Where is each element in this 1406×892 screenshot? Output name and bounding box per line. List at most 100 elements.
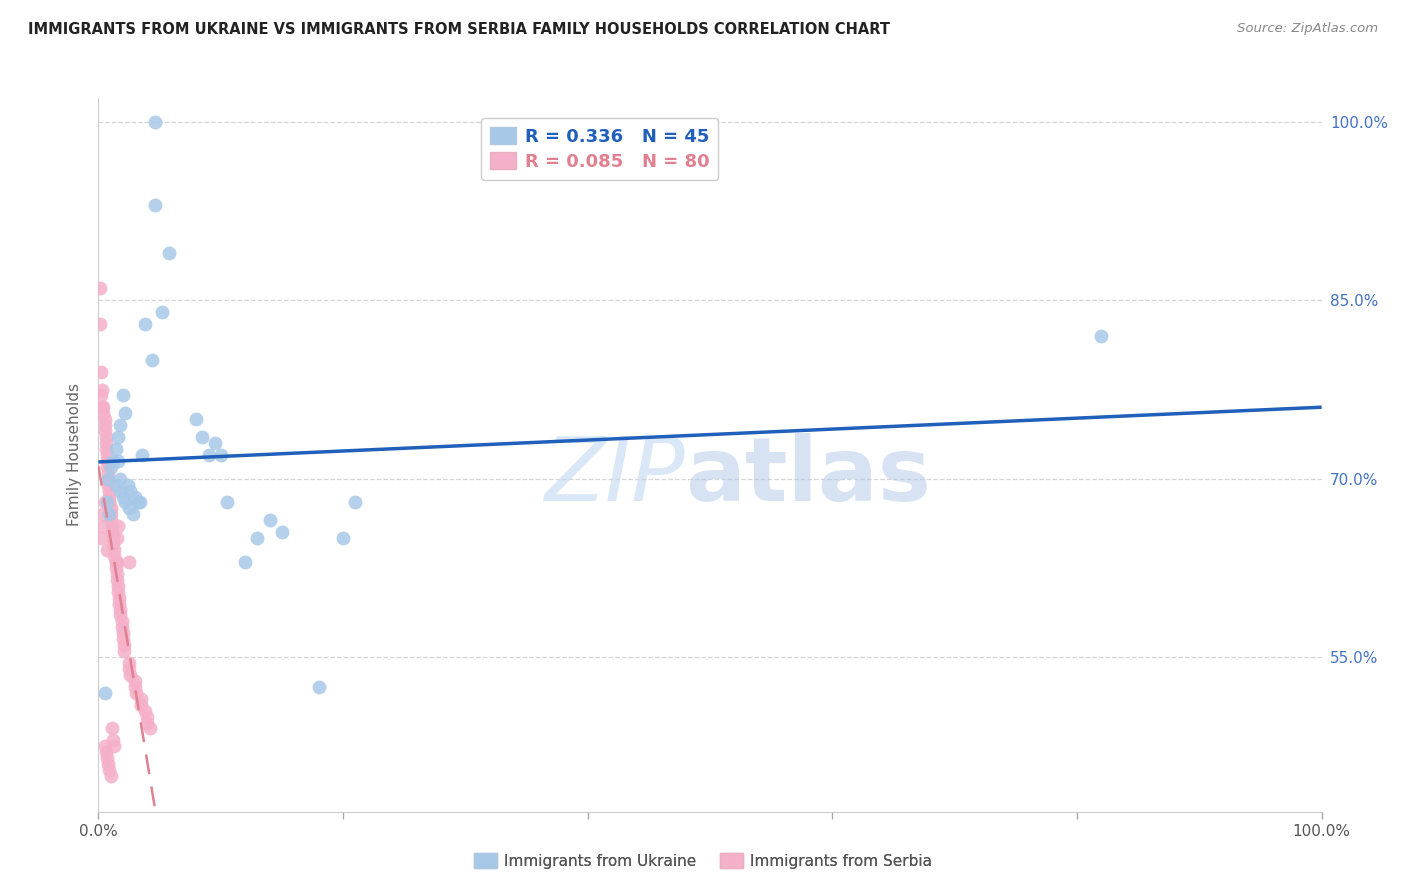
Point bbox=[101, 722, 124, 736]
Point bbox=[101, 733, 124, 747]
Point bbox=[134, 317, 156, 331]
Point bbox=[125, 686, 148, 700]
Point bbox=[98, 495, 121, 509]
Point bbox=[98, 483, 121, 498]
Point bbox=[97, 466, 120, 480]
Point bbox=[91, 519, 114, 533]
Point bbox=[110, 472, 132, 486]
Point bbox=[93, 739, 115, 754]
Point bbox=[121, 508, 143, 522]
Point bbox=[120, 668, 142, 682]
Point bbox=[101, 525, 124, 540]
Point bbox=[131, 448, 153, 462]
Point bbox=[91, 508, 114, 522]
Point bbox=[104, 442, 127, 456]
Point bbox=[97, 472, 120, 486]
Point bbox=[129, 691, 152, 706]
Point bbox=[111, 615, 134, 629]
Point bbox=[97, 757, 120, 772]
Point bbox=[107, 519, 129, 533]
Point bbox=[98, 490, 121, 504]
Point bbox=[90, 365, 112, 379]
Point bbox=[143, 198, 166, 212]
Point bbox=[114, 406, 136, 420]
Point bbox=[98, 508, 121, 522]
Point bbox=[98, 763, 121, 777]
Point bbox=[118, 555, 141, 569]
Point bbox=[129, 495, 152, 509]
Point bbox=[111, 490, 134, 504]
Point bbox=[143, 115, 166, 129]
Point bbox=[108, 591, 131, 605]
Legend: Immigrants from Ukraine, Immigrants from Serbia: Immigrants from Ukraine, Immigrants from… bbox=[468, 847, 938, 875]
Point bbox=[107, 579, 129, 593]
Point bbox=[103, 739, 125, 754]
Point bbox=[103, 543, 125, 558]
Point bbox=[112, 644, 135, 658]
Point bbox=[105, 573, 128, 587]
Point bbox=[191, 430, 214, 444]
Text: Source: ZipAtlas.com: Source: ZipAtlas.com bbox=[1237, 22, 1378, 36]
Point bbox=[136, 709, 159, 723]
Point bbox=[111, 620, 134, 634]
Point bbox=[215, 495, 238, 509]
Point bbox=[120, 483, 142, 498]
Point bbox=[233, 555, 256, 569]
Point bbox=[96, 495, 118, 509]
Point bbox=[114, 495, 136, 509]
Point bbox=[246, 531, 269, 545]
Point bbox=[98, 495, 121, 509]
Point bbox=[112, 638, 135, 652]
Point bbox=[204, 436, 226, 450]
Point bbox=[108, 597, 131, 611]
Point bbox=[134, 704, 156, 718]
Point bbox=[90, 531, 112, 545]
Point bbox=[124, 673, 146, 688]
Point bbox=[91, 401, 114, 415]
Point bbox=[101, 531, 124, 545]
Point bbox=[94, 436, 117, 450]
Point bbox=[100, 508, 122, 522]
Point bbox=[150, 305, 173, 319]
Point bbox=[100, 501, 122, 516]
Point bbox=[101, 537, 124, 551]
Point bbox=[118, 501, 141, 516]
Point bbox=[96, 543, 118, 558]
Point bbox=[118, 656, 141, 670]
Point bbox=[308, 680, 330, 694]
Point bbox=[100, 459, 122, 474]
Point bbox=[141, 352, 163, 367]
Legend: R = 0.336   N = 45, R = 0.085   N = 80: R = 0.336 N = 45, R = 0.085 N = 80 bbox=[481, 118, 718, 180]
Point bbox=[104, 555, 127, 569]
Point bbox=[110, 602, 132, 616]
Point bbox=[104, 477, 127, 491]
Point bbox=[96, 751, 118, 765]
Point bbox=[124, 490, 146, 504]
Point bbox=[110, 608, 132, 623]
Point bbox=[107, 454, 129, 468]
Point bbox=[127, 495, 149, 509]
Point bbox=[94, 745, 117, 759]
Text: IMMIGRANTS FROM UKRAINE VS IMMIGRANTS FROM SERBIA FAMILY HOUSEHOLDS CORRELATION : IMMIGRANTS FROM UKRAINE VS IMMIGRANTS FR… bbox=[28, 22, 890, 37]
Point bbox=[104, 555, 127, 569]
Point bbox=[124, 680, 146, 694]
Point bbox=[111, 626, 134, 640]
Point bbox=[1090, 329, 1112, 343]
Point bbox=[209, 448, 232, 462]
Point bbox=[89, 317, 111, 331]
Point bbox=[136, 715, 159, 730]
Point bbox=[101, 519, 124, 533]
Point bbox=[129, 698, 152, 712]
Point bbox=[91, 383, 114, 397]
Point bbox=[96, 448, 118, 462]
Point bbox=[97, 477, 120, 491]
Point bbox=[111, 632, 134, 647]
Point bbox=[93, 495, 115, 509]
Point bbox=[118, 662, 141, 676]
Point bbox=[94, 430, 117, 444]
Point bbox=[105, 531, 128, 545]
Point bbox=[157, 245, 180, 260]
Point bbox=[110, 483, 132, 498]
Point bbox=[186, 412, 208, 426]
Point bbox=[91, 401, 114, 415]
